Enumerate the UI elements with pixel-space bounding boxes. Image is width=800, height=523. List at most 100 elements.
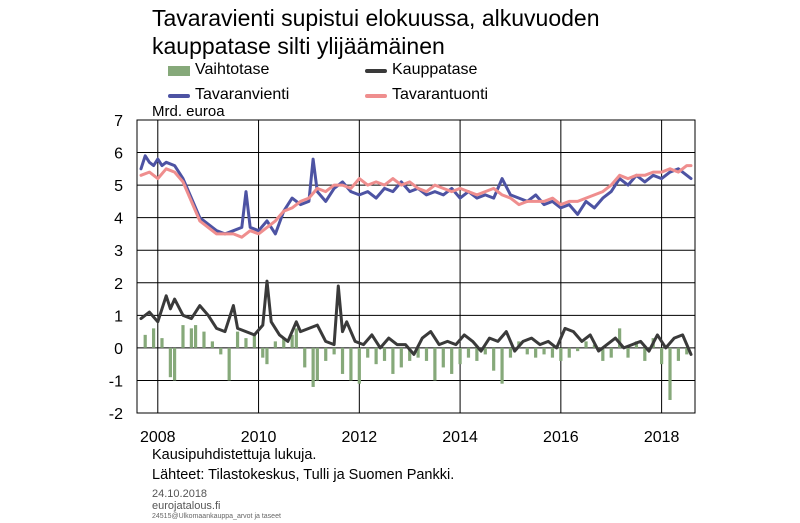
y-tick-label: 1 (114, 308, 123, 325)
vaihtotase-bar (290, 334, 294, 348)
vaihtotase-bar (618, 328, 622, 348)
vaihtotase-bar (542, 347, 546, 355)
vaihtotase-bar (366, 347, 370, 358)
legend-swatch-kauppatase (365, 69, 387, 73)
legend-swatch-tavaranvienti (168, 94, 190, 98)
vaihtotase-bar (508, 347, 513, 358)
vaihtotase-bar (441, 347, 445, 368)
vaihtotase-bar (643, 347, 647, 361)
site-name: eurojatalous.fi (152, 500, 221, 512)
chart-plot: -2 -1 0 1 2 3 4 5 6 7 2008 2010 2012 2014 2016 2018 (109, 113, 696, 446)
x-tick-label: 2014 (442, 429, 478, 446)
plot-frame (136, 119, 696, 414)
vaihtotase-bar (349, 347, 353, 381)
vaihtotase-bar (483, 347, 487, 355)
sources: Lähteet: Tilastokeskus, Tulli ja Suomen … (152, 467, 455, 483)
vaihtotase-bar (332, 347, 336, 355)
vaihtotase-bar (282, 338, 286, 348)
x-tick-label: 2008 (140, 429, 176, 446)
vaihtotase-bar (143, 334, 147, 348)
vaihtotase-bar (294, 328, 298, 348)
vaihtotase-bar (660, 347, 664, 365)
vaihtotase-bar (340, 347, 345, 374)
vaihtotase-bar (534, 347, 538, 358)
legend-swatch-tavarantuonti (365, 94, 387, 98)
legend-label-kauppatase: Kauppatase (392, 61, 478, 78)
vaihtotase-bar (466, 347, 471, 358)
y-axis-unit: Mrd. euroa (152, 103, 225, 120)
vaihtotase-bar (668, 347, 672, 400)
vaihtotase-bar (416, 347, 420, 358)
vaihtotase-bar (244, 338, 248, 348)
vaihtotase-bar (492, 347, 496, 371)
vaihtotase-bar (235, 331, 240, 348)
vaihtotase-bar (609, 347, 613, 358)
vaihtotase-bar (219, 347, 223, 355)
legend-label-tavarantuonti: Tavarantuonti (392, 86, 489, 103)
x-tick-label: 2012 (342, 429, 378, 446)
vaihtotase-bar (357, 347, 361, 384)
chart-title: Tavaravienti supistui elokuussa, alkuvuo… (152, 5, 600, 59)
kauppatase-line (139, 279, 693, 356)
vaihtotase-bar (227, 347, 231, 381)
x-tick-label: 2018 (644, 429, 680, 446)
publish-date: 24.10.2018 (152, 488, 208, 500)
vaihtotase-bar (500, 347, 504, 384)
x-tick-label: 2010 (241, 429, 277, 446)
tavaranvienti-line (139, 154, 693, 236)
vaihtotase-bar (181, 325, 185, 348)
x-tick-label: 2016 (543, 429, 579, 446)
legend-label-vaihtotase: Vaihtotase (195, 61, 270, 78)
y-tick-label: -2 (109, 406, 123, 423)
vaihtotase-bar (450, 347, 454, 374)
vaihtotase-bar (634, 341, 639, 348)
y-tick-label: 2 (114, 276, 123, 293)
y-tick-label: 5 (114, 178, 123, 195)
vaihtotase-bar (273, 341, 277, 348)
vaihtotase-bar (550, 347, 555, 358)
y-tick-label: 0 (114, 341, 123, 358)
vaihtotase-bar (210, 341, 214, 348)
vaihtotase-bar (168, 347, 172, 378)
chart-code: 24515@Ulkomaankauppa_arvot ja taseet (152, 513, 281, 520)
vaihtotase-bar (391, 347, 395, 374)
vaihtotase-bar (567, 347, 571, 358)
vaihtotase-bar (202, 331, 206, 348)
vaihtotase-bar (399, 347, 403, 368)
tavarantuonti-line (139, 164, 693, 239)
legend-label-tavaranvienti: Tavaranvienti (195, 86, 290, 103)
vaihtotase-bar (265, 347, 269, 365)
y-tick-label: 3 (114, 243, 123, 260)
vaihtotase-bar (626, 347, 630, 358)
vaihtotase-bar (172, 347, 177, 381)
y-tick-label: 4 (114, 211, 123, 228)
vaihtotase-bar (559, 347, 563, 361)
vaihtotase-bar (382, 347, 387, 361)
vaihtotase-bar (315, 347, 319, 381)
vaihtotase-bar (525, 347, 529, 355)
vaihtotase-bar (433, 347, 437, 381)
vaihtotase-bar (584, 341, 588, 348)
vaihtotase-bar (685, 347, 689, 355)
vaihtotase-bar (458, 347, 462, 365)
vaihtotase-bar (160, 338, 164, 348)
y-tick-label: -1 (109, 373, 123, 390)
y-tick-label: 7 (114, 113, 123, 130)
y-tick-label: 6 (114, 146, 123, 163)
footnote: Kausipuhdistettuja lukuja. (152, 447, 317, 463)
vaihtotase-bar (151, 328, 156, 348)
vaihtotase-bar (252, 334, 256, 348)
vaihtotase-bar (311, 347, 315, 387)
vaihtotase-bar (261, 347, 265, 358)
vaihtotase-bar (676, 347, 681, 361)
vaihtotase-bar (374, 347, 378, 365)
vaihtotase-bar (324, 347, 328, 361)
vaihtotase-bar (408, 347, 412, 361)
vaihtotase-bar (193, 325, 198, 348)
vaihtotase-bar (189, 328, 193, 348)
vaihtotase-bar (475, 347, 479, 361)
vaihtotase-bar (576, 347, 580, 352)
vaihtotase-bar (601, 347, 605, 361)
legend-swatch-vaihtotase (168, 66, 190, 76)
vaihtotase-bar (303, 347, 307, 368)
